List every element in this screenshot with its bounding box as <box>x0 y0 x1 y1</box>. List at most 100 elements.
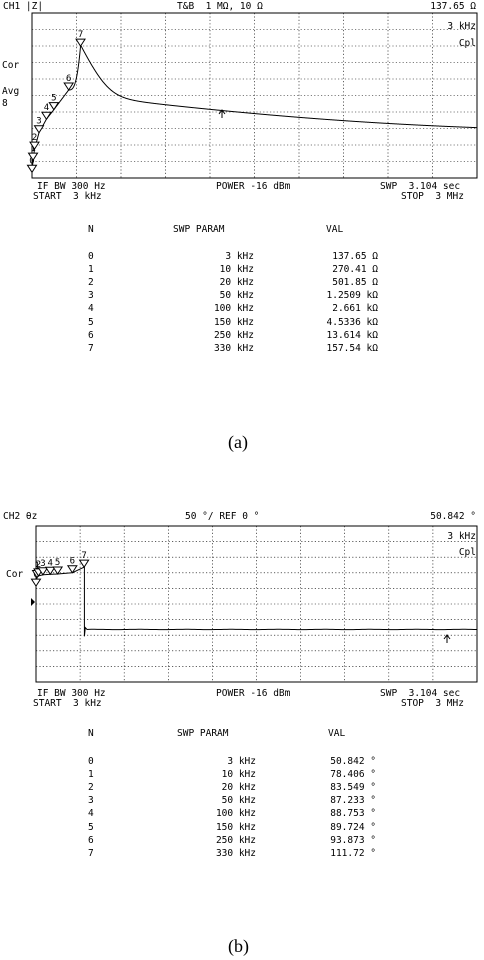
marker-3 <box>37 567 49 576</box>
row-number: 6 <box>88 834 94 846</box>
header-n: N <box>88 728 94 739</box>
marker-0 <box>30 578 42 588</box>
sweep-stop: STOP 3 MHz <box>401 191 464 202</box>
marker-7 <box>75 38 86 48</box>
power-level: POWER -16 dBm <box>216 181 291 192</box>
header-swp-param: SWP PARAM <box>177 728 229 739</box>
caption-a: (a) <box>228 432 248 452</box>
cursor-arrow <box>218 109 226 118</box>
row-number: 7 <box>88 847 94 859</box>
marker-label: 1 <box>30 144 35 154</box>
row-value: 78.406 ° <box>330 769 376 781</box>
marker-4 <box>40 111 52 121</box>
row-swp-param: 330 kHz <box>213 342 254 354</box>
row-number: 0 <box>88 756 94 767</box>
channel-label: CH2 θz <box>3 511 38 522</box>
row-value: 83.549 ° <box>330 782 376 794</box>
row-number: 6 <box>88 329 94 341</box>
row-swp-param: 20 kHz <box>219 277 254 289</box>
marker-frequency: 3 kHz <box>447 531 476 542</box>
row-number: 7 <box>88 342 94 354</box>
row-number: 5 <box>88 821 94 833</box>
row-swp-param: 150 kHz <box>215 821 256 833</box>
row-number: 4 <box>88 808 94 820</box>
row-value: 137.65 Ω <box>332 251 378 262</box>
marker-0 <box>26 164 38 174</box>
marker-6 <box>63 82 75 91</box>
coupled-label: Cpl <box>458 547 476 558</box>
marker-5 <box>48 102 60 111</box>
row-number: 4 <box>88 303 94 315</box>
marker-label: 6 <box>66 74 71 84</box>
row-number: 2 <box>88 782 94 794</box>
marker-2 <box>29 141 40 151</box>
row-swp-param: 20 kHz <box>221 782 256 794</box>
marker-7 <box>78 559 90 569</box>
correction-label: Cor <box>2 60 20 71</box>
marker-label: 4 <box>44 103 49 113</box>
row-value: 2.661 kΩ <box>332 303 378 315</box>
reference-marker <box>31 598 35 606</box>
row-value: 93.873 ° <box>330 834 376 846</box>
row-swp-param: 10 kHz <box>221 769 256 781</box>
sweep-start: START 3 kHz <box>33 698 102 709</box>
grid-lines <box>36 526 477 682</box>
coupled-label: Cpl <box>458 38 476 49</box>
marker-label: 0 <box>29 156 34 166</box>
grid-lines <box>32 13 477 178</box>
header-val: VAL <box>326 224 344 235</box>
row-value: 88.753 ° <box>330 808 376 820</box>
row-value: 89.724 ° <box>330 821 376 833</box>
row-swp-param: 50 kHz <box>219 290 254 302</box>
row-number: 0 <box>88 251 94 262</box>
row-value: 4.5336 kΩ <box>326 316 378 328</box>
channel-label: CH1 |Z| <box>3 1 44 12</box>
row-swp-param: 330 kHz <box>215 847 256 859</box>
row-swp-param: 150 kHz <box>213 316 254 328</box>
marker-1 <box>27 152 39 162</box>
settings-label: T&B 1 MΩ, 10 Ω <box>177 1 263 12</box>
settings-label: 50 °/ REF 0 ° <box>185 511 260 522</box>
marker-3 <box>33 125 45 134</box>
marker-label: 3 <box>36 117 41 127</box>
marker-5 <box>52 566 64 575</box>
marker-frequency: 3 kHz <box>447 21 476 32</box>
phase-trace <box>35 566 478 637</box>
averaging-label: Avg <box>2 86 20 97</box>
cursor-arrow <box>443 634 451 643</box>
marker-label: 3 <box>40 559 45 569</box>
row-value: 270.41 Ω <box>332 264 378 276</box>
row-value: 157.54 kΩ <box>326 342 378 354</box>
sweep-time: SWP 3.104 sec <box>380 688 461 699</box>
row-value: 13.614 kΩ <box>326 329 378 341</box>
averaging-count: 8 <box>2 98 8 109</box>
marker-label: 7 <box>78 30 83 40</box>
if-bandwidth: IF BW 300 Hz <box>37 181 106 192</box>
header-n: N <box>88 224 94 235</box>
correction-label: Cor <box>6 569 24 580</box>
header-swp-param: SWP PARAM <box>173 224 225 235</box>
row-value: 50.842 ° <box>330 756 376 767</box>
marker-label: 5 <box>51 94 56 104</box>
row-value: 87.233 ° <box>330 795 376 807</box>
row-number: 2 <box>88 277 94 289</box>
marker-label: 5 <box>55 558 60 568</box>
marker-label: 4 <box>48 558 53 568</box>
row-swp-param: 100 kHz <box>215 808 256 820</box>
row-swp-param: 3 kHz <box>225 251 254 262</box>
row-value: 501.85 Ω <box>332 277 378 289</box>
marker-label: 1 <box>34 562 39 572</box>
sweep-start: START 3 kHz <box>33 191 102 202</box>
row-number: 3 <box>88 795 94 807</box>
marker-label: 7 <box>81 551 86 561</box>
if-bandwidth: IF BW 300 Hz <box>37 688 106 699</box>
impedance-trace <box>31 43 477 173</box>
row-swp-param: 250 kHz <box>215 834 256 846</box>
marker-6 <box>66 565 78 574</box>
marker-label: 2 <box>36 560 41 570</box>
marker-4 <box>44 566 56 576</box>
caption-b: (b) <box>228 936 249 956</box>
row-number: 1 <box>88 264 94 276</box>
